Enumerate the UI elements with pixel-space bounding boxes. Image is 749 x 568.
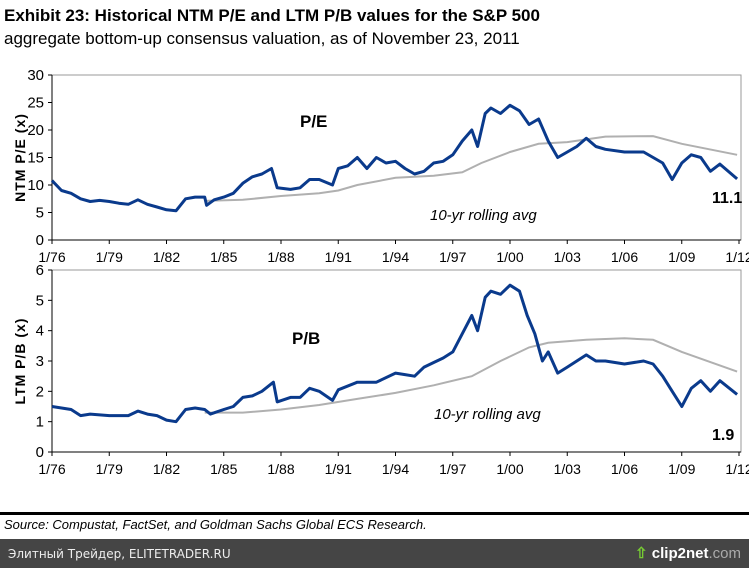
pb-panel-label: P/B (292, 329, 320, 348)
pe-y-axis-title: NTM P/E (x) (12, 113, 28, 202)
clip2net-logo[interactable]: ⇧ clip2net.com (635, 545, 741, 562)
pe-y-tick-label: 15 (27, 150, 44, 167)
pb-y-tick-label: 2 (36, 383, 44, 400)
pe-panel-label: P/E (300, 112, 327, 131)
pe-y-tick-label: 0 (36, 232, 44, 249)
pb-y-axis-title: LTM P/B (x) (12, 318, 28, 405)
pe-rolling-avg-line (204, 135, 738, 202)
pb-rolling-avg-line (204, 337, 738, 414)
pe-x-tick-label: 1/79 (96, 249, 123, 265)
pb-series-line (51, 283, 739, 424)
pe-x-tick-label: 1/06 (611, 249, 638, 265)
pb-x-tick-label: 1/09 (668, 461, 695, 477)
pe-x-tick-label: 1/12 (725, 249, 749, 265)
divider (0, 512, 749, 515)
pe-x-tick-label: 1/03 (554, 249, 581, 265)
pe-avg-label: 10-yr rolling avg (430, 207, 537, 224)
pb-x-tick-label: 1/85 (210, 461, 237, 477)
pe-y-tick-label: 20 (27, 122, 44, 139)
pe-x-tick-label: 1/85 (210, 249, 237, 265)
pb-x-tick-label: 1/88 (267, 461, 294, 477)
pb-end-value-label: 1.9 (712, 427, 734, 444)
pe-series-line (50, 103, 739, 213)
pb-y-tick-label: 3 (36, 353, 44, 370)
pe-x-tick-label: 1/88 (267, 249, 294, 265)
chart-subtitle: aggregate bottom-up consensus valuation,… (4, 29, 520, 48)
pe-x-tick-label: 1/76 (38, 249, 65, 265)
pe-x-tick-label: 1/09 (668, 249, 695, 265)
pe-y-tick-label: 25 (27, 95, 44, 112)
pb-x-tick-label: 1/00 (496, 461, 523, 477)
pb-x-tick-label: 1/12 (725, 461, 749, 477)
pb-x-tick-label: 1/82 (153, 461, 180, 477)
logo-domain: .com (708, 545, 741, 562)
pb-y-tick-label: 6 (36, 262, 44, 279)
pe-x-tick-label: 1/82 (153, 249, 180, 265)
pb-y-tick-label: 0 (36, 444, 44, 461)
pb-x-tick-label: 1/06 (611, 461, 638, 477)
logo-brand: clip2net (651, 545, 709, 562)
pe-y-tick-label: 30 (27, 67, 44, 84)
pb-x-tick-label: 1/76 (38, 461, 65, 477)
pb-avg-label: 10-yr rolling avg (434, 406, 541, 423)
pe-plot-frame (51, 74, 742, 241)
pb-x-tick-label: 1/79 (96, 461, 123, 477)
pe-y-tick-label: 5 (36, 205, 44, 222)
pe-y-tick-label: 10 (27, 177, 44, 194)
pb-y-tick-label: 4 (36, 323, 44, 340)
pb-x-tick-label: 1/97 (439, 461, 466, 477)
chart-title: Exhibit 23: Historical NTM P/E and LTM P… (4, 6, 540, 25)
pe-end-value-label: 11.1 (712, 190, 742, 207)
pe-x-tick-label: 1/94 (382, 249, 409, 265)
pe-x-tick-label: 1/00 (496, 249, 523, 265)
pb-y-tick-label: 1 (36, 414, 44, 431)
watermark-text: Элитный Трейдер, ELITETRADER.RU (8, 547, 231, 561)
pb-x-tick-label: 1/91 (325, 461, 352, 477)
source-note: Source: Compustat, FactSet, and Goldman … (4, 517, 427, 532)
pe-x-tick-label: 1/91 (325, 249, 352, 265)
watermark-bar: Элитный Трейдер, ELITETRADER.RU ⇧ clip2n… (0, 539, 749, 568)
pe-x-tick-label: 1/97 (439, 249, 466, 265)
pb-x-tick-label: 1/03 (554, 461, 581, 477)
pb-y-tick-label: 5 (36, 292, 44, 309)
pb-x-tick-label: 1/94 (382, 461, 409, 477)
